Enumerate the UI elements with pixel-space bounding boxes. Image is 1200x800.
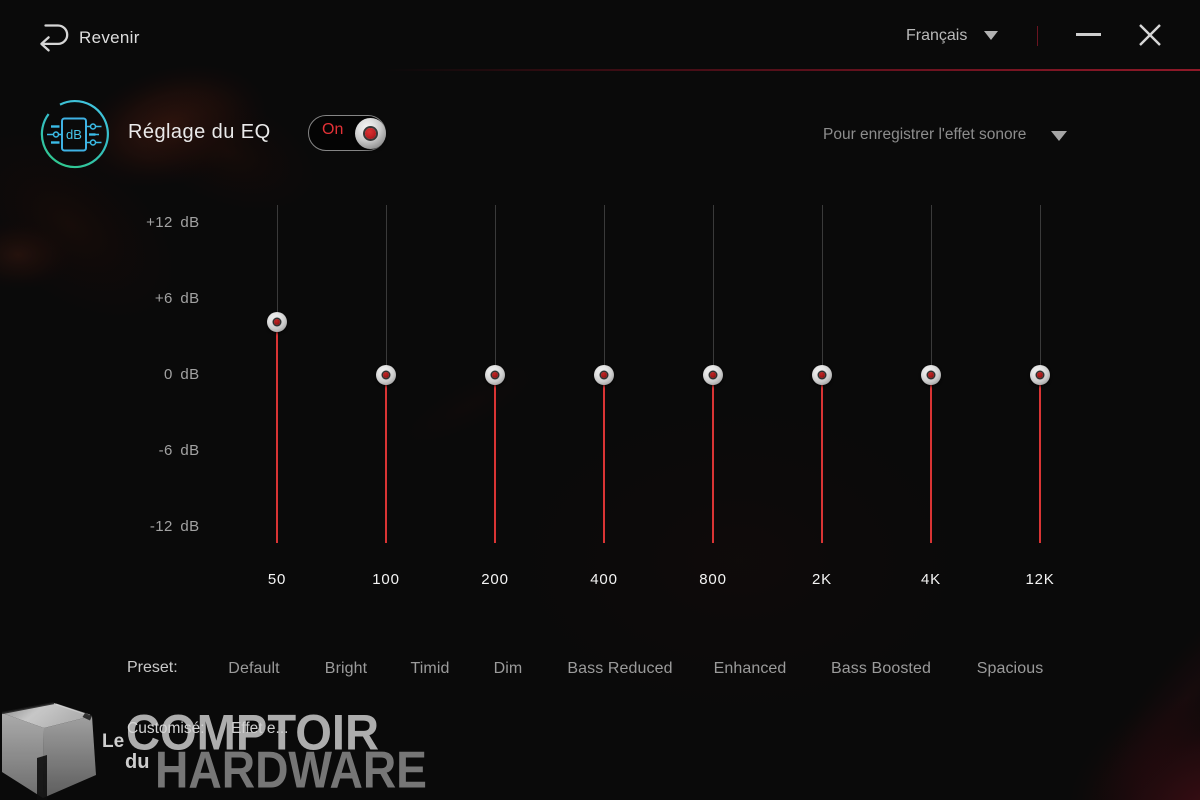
- svg-text:Le: Le: [102, 731, 124, 752]
- svg-text:dB: dB: [66, 127, 82, 142]
- svg-text:HARDWARE: HARDWARE: [155, 742, 427, 800]
- svg-text:COMPTOIR: COMPTOIR: [126, 705, 379, 761]
- svg-text:du: du: [125, 751, 149, 773]
